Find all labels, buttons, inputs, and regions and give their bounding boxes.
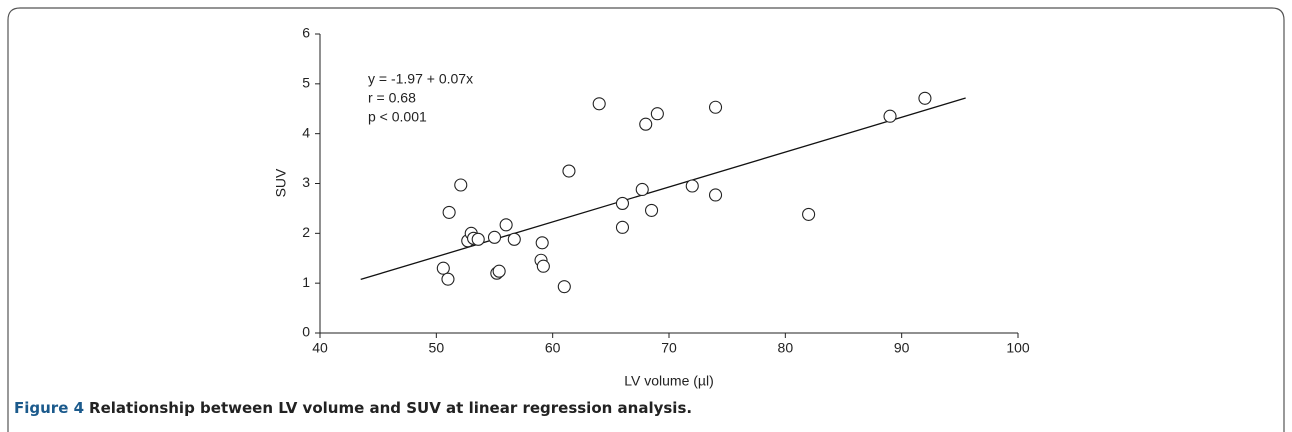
- point: [557, 280, 571, 294]
- point: [441, 272, 455, 286]
- point: [644, 203, 659, 217]
- y-tick-label: 1: [302, 274, 310, 290]
- point: [592, 97, 606, 111]
- annotation: y = -1.97 + 0.07x: [368, 71, 473, 87]
- caption-label: Figure 4: [14, 399, 84, 417]
- x-tick-label: 60: [545, 340, 561, 356]
- y-tick-label: 0: [302, 324, 310, 340]
- y-tick-label: 6: [302, 25, 310, 41]
- point: [918, 91, 932, 105]
- y-tick-label: 3: [302, 174, 310, 190]
- point: [487, 230, 502, 244]
- point: [562, 164, 576, 178]
- point: [708, 188, 723, 202]
- point: [615, 220, 630, 234]
- x-tick-label: 50: [429, 340, 445, 356]
- y-tick-label: 4: [302, 124, 310, 140]
- point: [454, 178, 468, 192]
- point: [471, 232, 485, 246]
- point: [499, 218, 513, 232]
- y-tick-label: 5: [302, 75, 310, 91]
- point: [883, 109, 897, 123]
- regression-line: [360, 97, 966, 281]
- point: [615, 196, 630, 210]
- point: [635, 182, 649, 197]
- point: [802, 207, 816, 221]
- annotation: r = 0.68: [368, 90, 416, 106]
- x-tick-label: 90: [894, 340, 910, 356]
- point: [639, 117, 653, 131]
- point: [708, 100, 723, 114]
- y-axis-title: SUV: [273, 168, 289, 197]
- point: [442, 205, 456, 219]
- point: [536, 259, 550, 273]
- caption: Figure 4 Relationship between LV volume a…: [14, 399, 692, 417]
- x-tick-label: 40: [312, 340, 328, 356]
- x-axis-title: LV volume (µl): [624, 373, 714, 389]
- x-tick-label: 100: [1006, 340, 1030, 356]
- figure-frame: [7, 7, 1285, 432]
- caption-text: Relationship between LV volume and SUV a…: [89, 399, 692, 417]
- point: [492, 264, 506, 278]
- point: [535, 236, 549, 250]
- point: [685, 179, 699, 193]
- y-tick-label: 2: [302, 224, 310, 240]
- x-tick-label: 80: [778, 340, 794, 356]
- point: [436, 261, 450, 275]
- x-tick-label: 70: [661, 340, 677, 356]
- point: [507, 232, 521, 246]
- annotation: p < 0.001: [368, 109, 427, 125]
- point: [650, 107, 664, 121]
